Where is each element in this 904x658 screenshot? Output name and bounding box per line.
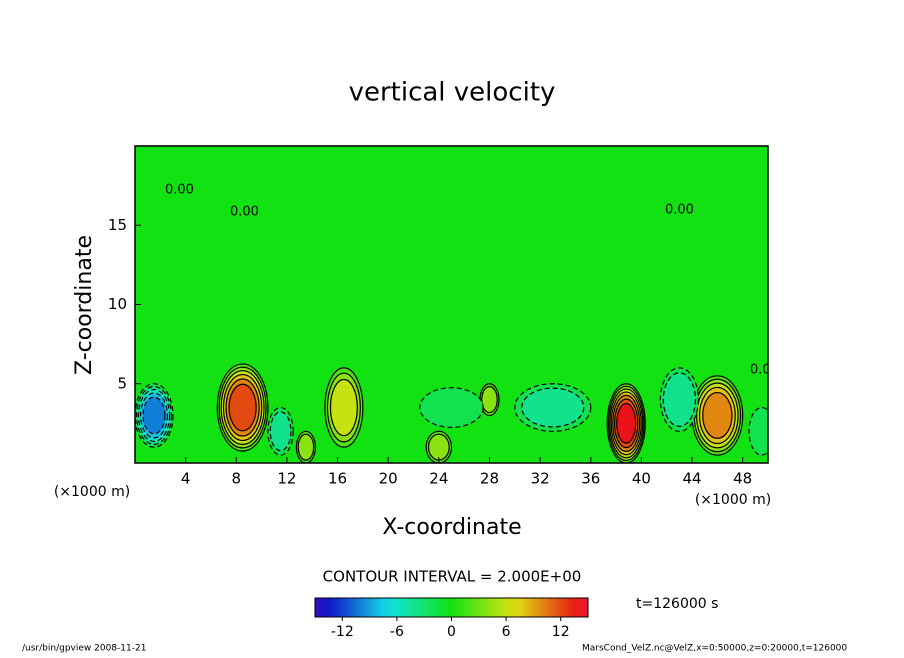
time-label: t=126000 s	[636, 596, 718, 612]
x-tick-label: 4	[181, 470, 191, 488]
x-tick-label: 44	[682, 470, 701, 488]
contour-region	[269, 411, 292, 452]
contour-region	[748, 406, 768, 456]
contour-region	[662, 372, 697, 427]
colorbar-tick-label: 12	[552, 624, 570, 640]
footer: MarsCond_VelZ.nc@VelZ,x=0:50000,z=0:2000…	[582, 644, 847, 654]
contour-label: 0.00	[665, 203, 694, 218]
contour-label: 0.00	[230, 205, 259, 220]
contour-interval: CONTOUR INTERVAL = 2.000E+00	[323, 568, 582, 586]
colorbar-tick-label: 0	[447, 624, 456, 640]
y-tick-label: 5	[117, 374, 127, 392]
x-unit-label: (×1000 m)	[695, 492, 771, 508]
x-tick-label: 40	[632, 470, 651, 488]
contour-region	[702, 391, 733, 439]
contour-region	[142, 396, 166, 435]
contour-label: 0.00	[165, 183, 194, 198]
contour-region	[228, 383, 257, 432]
plot-area: 0.00 0.00 0.00 0.00	[135, 146, 779, 463]
colorbar	[314, 597, 589, 618]
x-axis-label: X-coordinate	[382, 515, 521, 540]
chart-title: vertical velocity	[349, 78, 556, 108]
contour-label: 0.00	[750, 363, 779, 378]
contour-region	[521, 387, 585, 428]
x-tick-label: 28	[480, 470, 499, 488]
colorbar-tick-label: 6	[502, 624, 511, 640]
contour-region	[419, 387, 484, 428]
x-tick-label: 16	[328, 470, 347, 488]
contour-region	[616, 402, 637, 444]
x-tick-label: 8	[232, 470, 242, 488]
y-axis-label: Z-coordinate	[72, 235, 97, 375]
y-tick-label: 10	[108, 295, 127, 313]
contour-region	[481, 386, 498, 414]
x-tick-label: 48	[733, 470, 752, 488]
contour-region	[297, 433, 315, 461]
x-tick-label: 32	[531, 470, 550, 488]
y-tick-label: 15	[108, 216, 127, 234]
contour-region	[329, 378, 358, 437]
colorbar-tick-label: -6	[390, 624, 404, 640]
x-tick-label: 24	[429, 470, 448, 488]
x-tick-label: 12	[277, 470, 296, 488]
contour-region	[427, 433, 450, 461]
footer: /usr/bin/gpview 2008-11-21	[22, 644, 146, 654]
colorbar-tick-label: -12	[331, 624, 354, 640]
x-unit-label: (×1000 m)	[54, 484, 130, 500]
x-tick-label: 36	[581, 470, 600, 488]
x-tick-label: 20	[379, 470, 398, 488]
